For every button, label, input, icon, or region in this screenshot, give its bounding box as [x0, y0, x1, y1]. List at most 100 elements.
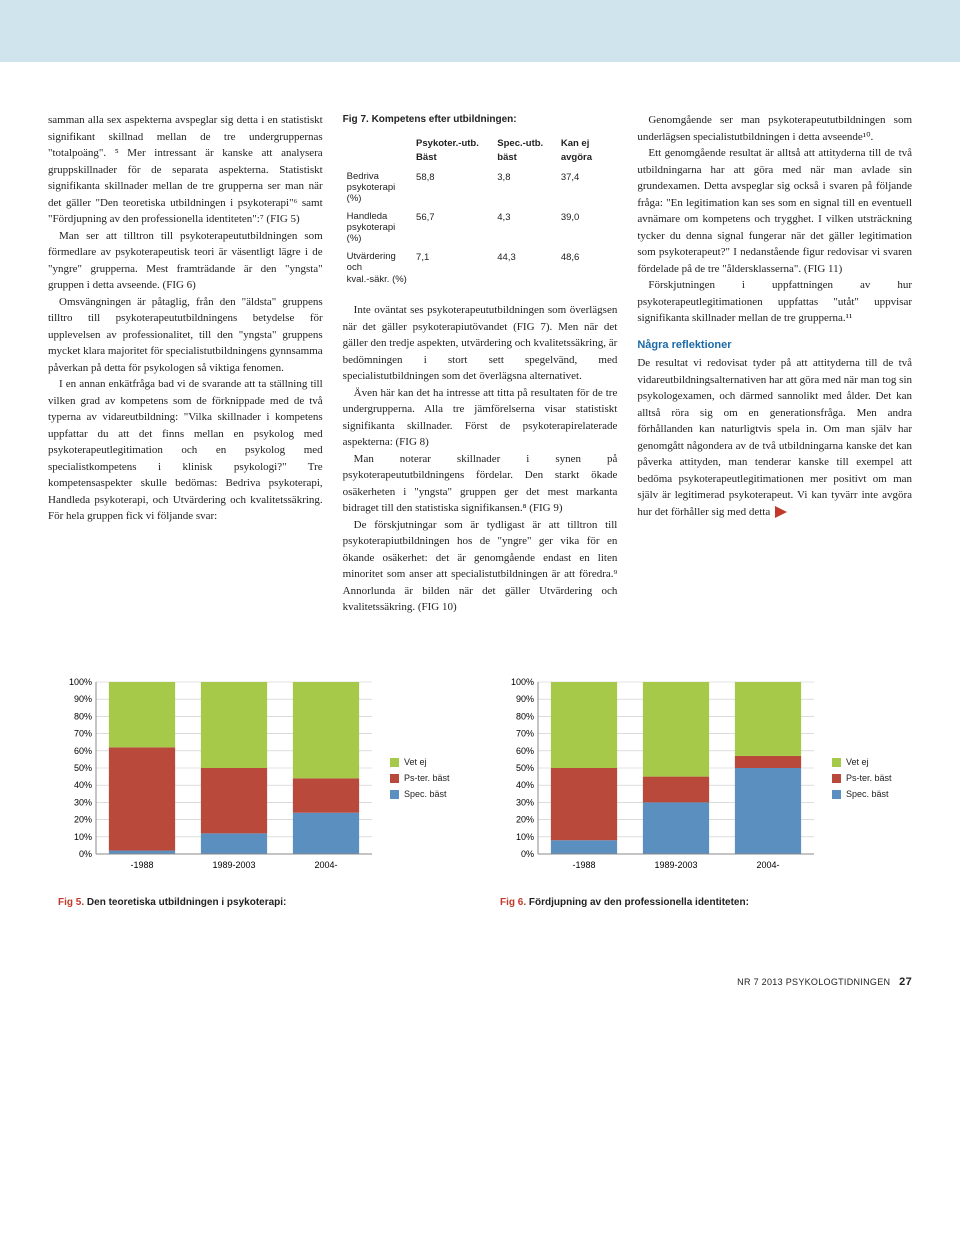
- bar-segment: [643, 776, 709, 802]
- footer-page: 27: [899, 976, 912, 988]
- legend-swatch-icon: [832, 774, 841, 783]
- bar-segment: [735, 682, 801, 756]
- svg-text:-1988: -1988: [130, 860, 153, 870]
- footer-journal: PSYKOLOGTIDNINGEN: [786, 977, 891, 987]
- col3-p1: Genomgående ser man psykoterapeututbildn…: [637, 112, 912, 145]
- legend-label: Spec. bäst: [404, 786, 447, 802]
- page-footer: NR 7 2013 PSYKOLOGTIDNINGEN 27: [0, 940, 960, 1011]
- bar-segment: [551, 768, 617, 840]
- svg-text:40%: 40%: [516, 780, 534, 790]
- bar-segment: [643, 802, 709, 854]
- table-row: Utvärdering ochkval.-säkr. (%)7,144,348,…: [343, 248, 618, 288]
- legend-swatch-icon: [390, 774, 399, 783]
- svg-text:50%: 50%: [74, 763, 92, 773]
- chart5-legend: Vet ejPs-ter. bästSpec. bäst: [390, 754, 450, 803]
- legend-swatch-icon: [832, 758, 841, 767]
- bar-segment: [735, 768, 801, 854]
- legend-label: Vet ej: [846, 754, 869, 770]
- cell: 3,8: [493, 168, 557, 208]
- svg-text:50%: 50%: [516, 763, 534, 773]
- bar-segment: [201, 768, 267, 833]
- fig7-h1: Psykoter.-utb. Bäst: [412, 135, 493, 168]
- chart6-figtext: Fördjupning av den professionella identi…: [529, 897, 749, 908]
- reflektioner-heading: Några reflektioner: [637, 337, 912, 354]
- fig7-h0: [343, 135, 412, 168]
- col1-p1: samman alla sex aspekterna avspeglar sig…: [48, 112, 323, 228]
- chart6-block: 0%10%20%30%40%50%60%70%80%90%100%-198819…: [500, 676, 902, 911]
- svg-text:80%: 80%: [516, 711, 534, 721]
- svg-text:2004-: 2004-: [314, 860, 337, 870]
- bar-segment: [109, 850, 175, 853]
- bar-segment: [109, 747, 175, 850]
- svg-text:80%: 80%: [74, 711, 92, 721]
- col3-p4: De resultat vi redovisat tyder på att at…: [637, 355, 912, 520]
- svg-text:20%: 20%: [516, 814, 534, 824]
- cell: 37,4: [557, 168, 618, 208]
- cell: 39,0: [557, 208, 618, 248]
- table-row: Handledapsykoterapi (%)56,74,339,0: [343, 208, 618, 248]
- stacked-bar-chart: 0%10%20%30%40%50%60%70%80%90%100%-198819…: [58, 676, 378, 876]
- legend-swatch-icon: [390, 758, 399, 767]
- stacked-bar-chart: 0%10%20%30%40%50%60%70%80%90%100%-198819…: [500, 676, 820, 876]
- chart5-block: 0%10%20%30%40%50%60%70%80%90%100%-198819…: [58, 676, 460, 911]
- col1-p4: I en annan enkätfråga bad vi de svarande…: [48, 376, 323, 525]
- chart6-caption: Fig 6. Fördjupning av den professionella…: [500, 895, 902, 910]
- col2-p2: Även här kan det ha intresse att titta p…: [343, 385, 618, 451]
- legend-label: Ps-ter. bäst: [846, 770, 892, 786]
- cell: 4,3: [493, 208, 557, 248]
- chart5-figtext: Den teoretiska utbildningen i psykoterap…: [87, 897, 286, 908]
- bar-segment: [551, 840, 617, 854]
- svg-text:1989-2003: 1989-2003: [212, 860, 255, 870]
- svg-text:1989-2003: 1989-2003: [654, 860, 697, 870]
- chart6: 0%10%20%30%40%50%60%70%80%90%100%-198819…: [500, 676, 820, 882]
- svg-text:60%: 60%: [74, 745, 92, 755]
- legend-item: Ps-ter. bäst: [832, 770, 892, 786]
- cell: 56,7: [412, 208, 493, 248]
- chart5-caption: Fig 5. Den teoretiska utbildningen i psy…: [58, 895, 460, 910]
- bar-segment: [201, 833, 267, 854]
- svg-text:90%: 90%: [516, 694, 534, 704]
- fig7-h3: Kan ej avgöra: [557, 135, 618, 168]
- svg-text:10%: 10%: [74, 831, 92, 841]
- svg-text:10%: 10%: [516, 831, 534, 841]
- svg-text:2004-: 2004-: [756, 860, 779, 870]
- svg-text:60%: 60%: [516, 745, 534, 755]
- col1-p2: Man ser att tilltron till psykoterapeutu…: [48, 228, 323, 294]
- col2-p4: De förskjutningar som är tydligast är at…: [343, 517, 618, 616]
- col3-p3: Förskjutningen i uppfattningen av hur ps…: [637, 277, 912, 327]
- legend-label: Vet ej: [404, 754, 427, 770]
- svg-text:100%: 100%: [69, 677, 92, 687]
- column-2: Fig 7. Kompetens efter utbildningen: Psy…: [343, 112, 618, 616]
- svg-text:40%: 40%: [74, 780, 92, 790]
- bar-segment: [109, 682, 175, 747]
- text-columns: samman alla sex aspekterna avspeglar sig…: [48, 112, 912, 616]
- svg-text:30%: 30%: [74, 797, 92, 807]
- col3-p2: Ett genomgående resultat är alltså att a…: [637, 145, 912, 277]
- svg-text:20%: 20%: [74, 814, 92, 824]
- chart6-legend: Vet ejPs-ter. bästSpec. bäst: [832, 754, 892, 803]
- fig7-h2: Spec.-utb. bäst: [493, 135, 557, 168]
- footer-issue: NR 7 2013: [737, 977, 783, 987]
- cell: 7,1: [412, 248, 493, 288]
- fig7-title: Fig 7. Kompetens efter utbildningen:: [343, 112, 618, 127]
- bar-segment: [201, 682, 267, 768]
- row-label: Handledapsykoterapi (%): [343, 208, 412, 248]
- legend-item: Vet ej: [832, 754, 892, 770]
- chart6-fignum: Fig 6.: [500, 897, 526, 908]
- legend-item: Spec. bäst: [832, 786, 892, 802]
- legend-label: Ps-ter. bäst: [404, 770, 450, 786]
- bar-segment: [293, 682, 359, 778]
- cell: 48,6: [557, 248, 618, 288]
- bar-segment: [551, 682, 617, 768]
- legend-item: Vet ej: [390, 754, 450, 770]
- svg-text:100%: 100%: [511, 677, 534, 687]
- legend-swatch-icon: [832, 790, 841, 799]
- legend-swatch-icon: [390, 790, 399, 799]
- page-content: samman alla sex aspekterna avspeglar sig…: [0, 62, 960, 940]
- svg-text:0%: 0%: [521, 849, 534, 859]
- charts-row: 0%10%20%30%40%50%60%70%80%90%100%-198819…: [48, 676, 912, 911]
- chart5: 0%10%20%30%40%50%60%70%80%90%100%-198819…: [58, 676, 378, 882]
- fig7-table: Psykoter.-utb. Bäst Spec.-utb. bäst Kan …: [343, 135, 618, 288]
- svg-text:0%: 0%: [79, 849, 92, 859]
- svg-text:90%: 90%: [74, 694, 92, 704]
